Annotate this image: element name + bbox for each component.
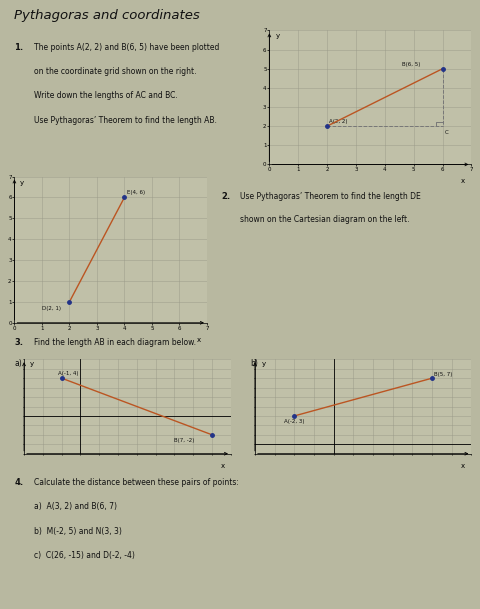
Text: 4.: 4.	[14, 478, 24, 487]
Text: b): b)	[250, 359, 257, 368]
Text: 1.: 1.	[14, 43, 24, 52]
Text: x: x	[196, 337, 201, 343]
Text: on the coordinate grid shown on the right.: on the coordinate grid shown on the righ…	[34, 67, 196, 76]
Text: a)  A(3, 2) and B(6, 7): a) A(3, 2) and B(6, 7)	[34, 502, 117, 512]
Text: B(5, 7): B(5, 7)	[433, 372, 451, 378]
Text: Calculate the distance between these pairs of points:: Calculate the distance between these pai…	[34, 478, 238, 487]
Text: c)  C(26, -15) and D(-2, -4): c) C(26, -15) and D(-2, -4)	[34, 551, 134, 560]
Text: x: x	[460, 178, 464, 184]
Text: The points A(2, 2) and B(6, 5) have been plotted: The points A(2, 2) and B(6, 5) have been…	[34, 43, 218, 52]
Text: B(6, 5): B(6, 5)	[401, 62, 420, 67]
Text: A(-2, 3): A(-2, 3)	[284, 420, 304, 424]
Text: y: y	[275, 33, 279, 39]
Text: E(4, 6): E(4, 6)	[127, 191, 145, 195]
Text: 3.: 3.	[14, 338, 24, 347]
Text: A(2, 2): A(2, 2)	[328, 119, 346, 124]
Text: y: y	[20, 180, 24, 186]
Text: A(-1, 4): A(-1, 4)	[58, 371, 78, 376]
Text: 2.: 2.	[221, 192, 230, 201]
Text: B(7, -2): B(7, -2)	[174, 438, 194, 443]
Text: Use Pythagoras’ Theorem to find the length DE: Use Pythagoras’ Theorem to find the leng…	[240, 192, 420, 201]
Text: x: x	[460, 463, 464, 469]
Text: x: x	[220, 463, 224, 469]
Text: Find the length AB in each diagram below.: Find the length AB in each diagram below…	[34, 338, 195, 347]
Text: C: C	[444, 130, 448, 135]
Text: shown on the Cartesian diagram on the left.: shown on the Cartesian diagram on the le…	[240, 215, 409, 224]
Text: b)  M(-2, 5) and N(3, 3): b) M(-2, 5) and N(3, 3)	[34, 527, 121, 536]
Text: Use Pythagoras’ Theorem to find the length AB.: Use Pythagoras’ Theorem to find the leng…	[34, 116, 216, 125]
Text: y: y	[30, 361, 34, 367]
Text: a): a)	[14, 359, 22, 368]
Text: Write down the lengths of AC and BC.: Write down the lengths of AC and BC.	[34, 91, 177, 100]
Text: D(2, 1): D(2, 1)	[42, 306, 61, 311]
Text: y: y	[261, 361, 265, 367]
Text: Pythagoras and coordinates: Pythagoras and coordinates	[14, 9, 200, 22]
